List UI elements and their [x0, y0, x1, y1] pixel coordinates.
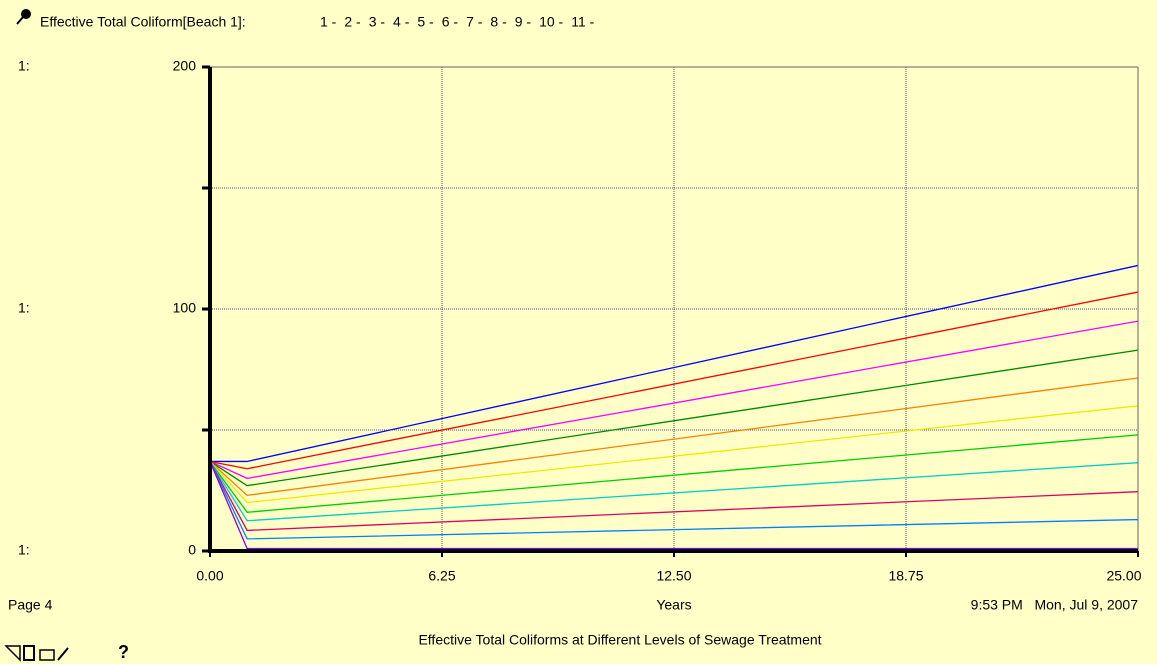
legend-entry: 4 - [393, 14, 410, 30]
x-tick-label: 12.50 [656, 568, 691, 584]
legend-entry: 7 - [466, 14, 483, 30]
legend-entry: 8 - [490, 14, 507, 30]
series-line [209, 461, 1139, 532]
legend-entry: 5 - [417, 14, 434, 30]
legend-entry: 6 - [442, 14, 459, 30]
scale-prefix: 1: [18, 58, 30, 74]
x-tick-label: 0.00 [196, 568, 223, 584]
legend-entry: 10 - [539, 14, 563, 30]
series-line [209, 320, 1139, 480]
legend-title: Effective Total Coliform[Beach 1]: [40, 14, 246, 30]
series-line [210, 264, 1139, 463]
page-label: Page 4 [8, 597, 53, 613]
x-tick-label: 25.00 [1106, 568, 1141, 584]
series-line [209, 377, 1139, 497]
scale-prefix: 1: [18, 542, 30, 558]
series-line [209, 349, 1139, 487]
series-line [209, 461, 1139, 540]
timestamp: 9:53 PM Mon, Jul 9, 2007 [971, 597, 1139, 613]
help-icon[interactable]: ? [118, 642, 129, 662]
y-tick-label: 0 [188, 542, 196, 558]
x-tick-label: 6.25 [428, 568, 455, 584]
pin-icon [16, 9, 31, 25]
series-line [209, 434, 1139, 513]
legend-entry: 2 - [344, 14, 361, 30]
toolbar [4, 645, 69, 662]
legend-entry: 11 - [571, 14, 594, 30]
x-axis-label: Years [656, 597, 691, 613]
legend-entry: 9 - [515, 14, 532, 30]
series-line [209, 405, 1139, 504]
legend-entry: 1 - [320, 14, 337, 30]
chart-title: Effective Total Coliforms at Different L… [418, 632, 821, 648]
series-line [209, 461, 1138, 550]
series-line [209, 291, 1139, 470]
scale-prefix: 1: [18, 300, 30, 316]
y-tick-label: 100 [173, 300, 197, 316]
legend-entry: 3 - [369, 14, 386, 30]
x-tick-label: 18.75 [888, 568, 923, 584]
y-tick-label: 200 [173, 58, 197, 74]
series-line [209, 461, 1139, 522]
